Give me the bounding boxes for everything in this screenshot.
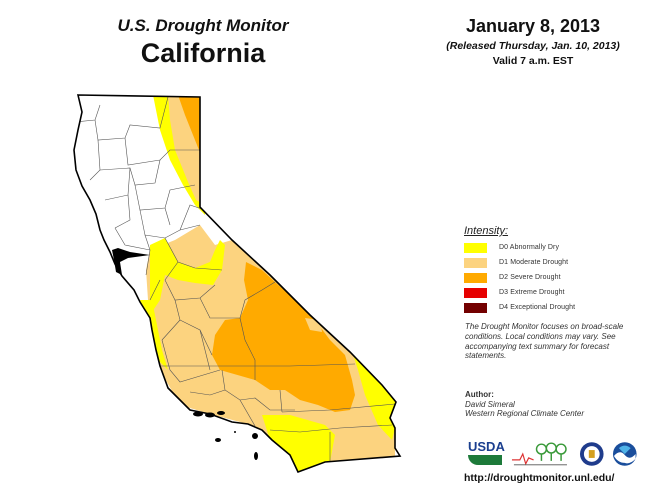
release-date: (Released Thursday, Jan. 10, 2013)	[446, 40, 620, 52]
d0-swatch	[464, 242, 487, 253]
d2-swatch	[464, 272, 487, 283]
legend-label: D1 Moderate Drought	[499, 259, 569, 266]
legend-item-d2: D2 Severe Drought	[464, 270, 575, 285]
legend-title: Intensity:	[464, 225, 509, 237]
legend-label: D0 Abnormally Dry	[499, 244, 560, 251]
author-block: Author: David Simeral Western Regional C…	[465, 390, 584, 419]
legend-item-d3: D3 Extreme Drought	[464, 285, 575, 300]
sf-bay	[112, 248, 150, 275]
legend-label: D4 Exceptional Drought	[499, 304, 576, 311]
drought-monitor-url[interactable]: http://droughtmonitor.unl.edu/	[464, 472, 615, 484]
author-name: David Simeral	[465, 399, 515, 409]
legend-item-d4: D4 Exceptional Drought	[464, 300, 575, 315]
county-lines	[74, 96, 396, 462]
d4-swatch	[464, 302, 487, 313]
legend-label: D3 Extreme Drought	[499, 289, 565, 296]
monitor-title: U.S. Drought Monitor	[117, 16, 289, 35]
commerce-seal-logo	[579, 442, 604, 466]
author-org: Western Regional Climate Center	[465, 409, 585, 418]
map-date: January 8, 2013	[465, 16, 601, 36]
drought-areas	[74, 95, 400, 472]
channel-islands	[193, 411, 258, 460]
legend-label: D2 Severe Drought	[499, 274, 561, 281]
partner-logos: USDA	[468, 440, 638, 468]
state-title: California	[140, 38, 266, 68]
d1-swatch	[464, 257, 487, 268]
d3-swatch	[464, 287, 487, 298]
noaa-logo	[613, 442, 638, 466]
intensity-legend: Intensity: D0 Abnormally Dry D1 Moderate…	[464, 225, 575, 315]
legend-item-d1: D1 Moderate Drought	[464, 255, 575, 270]
author-heading: Author:	[465, 390, 494, 399]
legend-item-d0: D0 Abnormally Dry	[464, 240, 575, 255]
ndmc-logo	[511, 442, 567, 466]
usda-logo: USDA	[468, 440, 505, 467]
valid-time: Valid 7 a.m. EST	[492, 55, 574, 67]
disclaimer-text: The Drought Monitor focuses on broad-sca…	[465, 322, 624, 361]
